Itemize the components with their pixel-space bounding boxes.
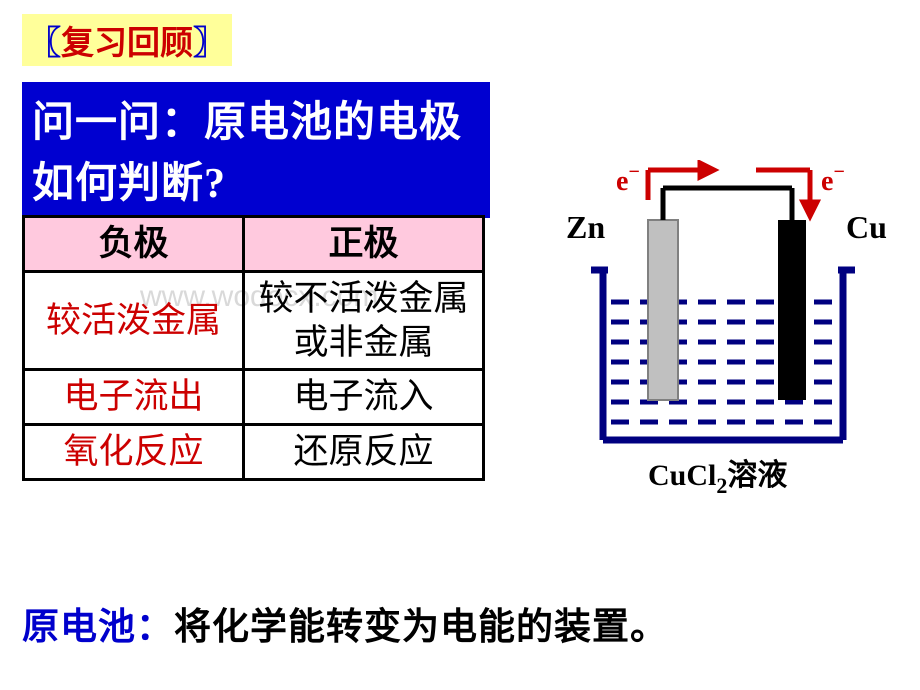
- table-row: 电子流出 电子流入: [24, 370, 484, 425]
- table-row: 氧化反应 还原反应: [24, 425, 484, 480]
- electrode-table: 负极 正极 较活泼金属 较不活泼金属 或非金属 电子流出 电子流入 氧化反应 还…: [22, 215, 485, 481]
- e-left-label: e−: [616, 161, 640, 197]
- zn-electrode: [648, 220, 678, 400]
- table-header-row: 负极 正极: [24, 217, 484, 272]
- zn-label: Zn: [566, 209, 605, 245]
- bracket-right: 〗: [193, 24, 226, 61]
- review-badge: 〖复习回顾〗: [22, 14, 232, 66]
- review-badge-text: 复习回顾: [61, 24, 193, 61]
- cell-neg-2: 氧化反应: [24, 425, 244, 480]
- e-right-label: e−: [821, 161, 845, 197]
- cell-pos-0: 较不活泼金属 或非金属: [244, 271, 484, 370]
- cell-diagram: e− e− Zn Cu CuCl2溶液: [548, 160, 898, 520]
- arrow-right: [756, 170, 817, 216]
- cell-diagram-svg: e− e− Zn Cu CuCl2溶液: [548, 160, 898, 520]
- cell-neg-1: 电子流出: [24, 370, 244, 425]
- definition-body: 将化学能转变为电能的装置。: [174, 606, 668, 647]
- header-negative: 负极: [24, 217, 244, 272]
- cell-pos-0-line1: 较不活泼金属: [258, 279, 468, 318]
- cell-pos-0-line2: 或非金属: [293, 323, 433, 362]
- cell-pos-1: 电子流入: [244, 370, 484, 425]
- cell-neg-0: 较活泼金属: [24, 271, 244, 370]
- slide-stage: 〖复习回顾〗 问一问：原电池的电极如何判断? www.wodocx.com 负极…: [0, 0, 920, 690]
- question-box: 问一问：原电池的电极如何判断?: [22, 82, 490, 218]
- solution-label: CuCl2溶液: [648, 458, 787, 498]
- cell-pos-2: 还原反应: [244, 425, 484, 480]
- wire: [663, 188, 792, 220]
- header-positive: 正极: [244, 217, 484, 272]
- beaker: [591, 270, 855, 440]
- arrow-left: [648, 163, 714, 200]
- cu-electrode: [778, 220, 806, 400]
- bracket-left: 〖: [28, 24, 61, 61]
- definition-term: 原电池：: [22, 606, 174, 647]
- definition-line: 原电池：将化学能转变为电能的装置。: [22, 596, 668, 650]
- cu-label: Cu: [846, 209, 887, 245]
- table-row: 较活泼金属 较不活泼金属 或非金属: [24, 271, 484, 370]
- question-text: 问一问：原电池的电极如何判断?: [32, 100, 462, 207]
